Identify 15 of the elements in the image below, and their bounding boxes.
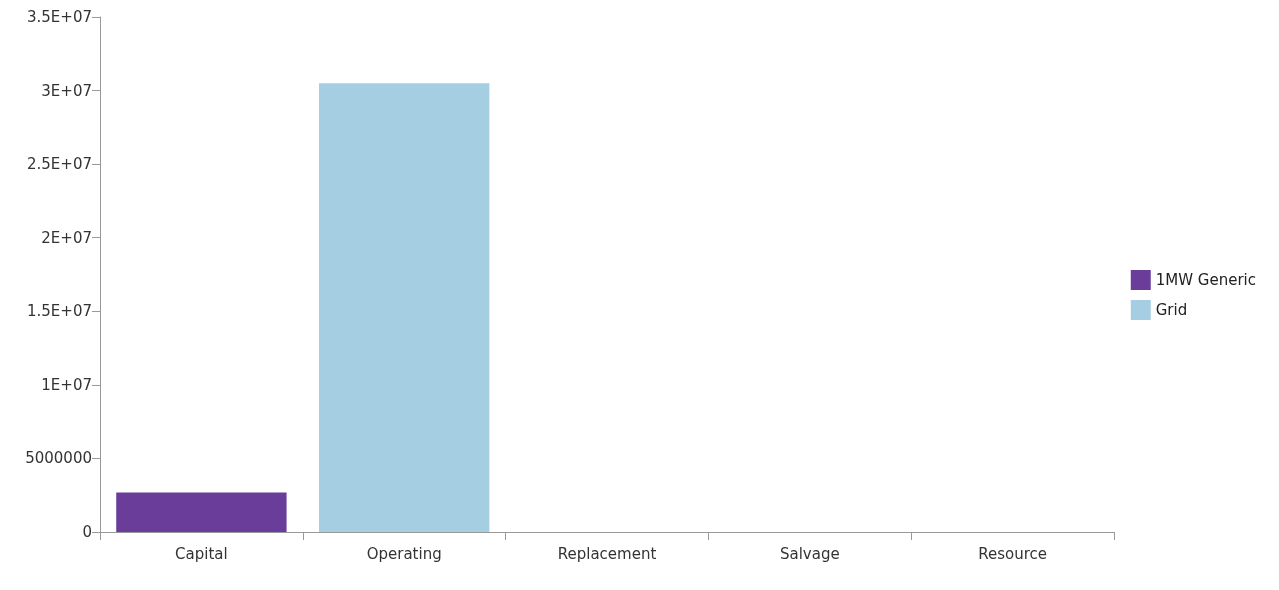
legend-label: 1MW Generic (1155, 271, 1257, 289)
x-tick-label: Replacement (557, 544, 657, 563)
y-tick-label: 1E+07 (41, 375, 92, 394)
y-tick-label: 1.5E+07 (27, 302, 92, 321)
legend-label: Grid (1155, 301, 1188, 319)
x-tick-label: Salvage (779, 544, 840, 563)
y-tick-label: 2E+07 (41, 228, 92, 247)
y-tick-label: 2.5E+07 (27, 155, 92, 174)
x-tick-label: Resource (978, 544, 1047, 563)
y-tick-label: 5000000 (25, 449, 92, 468)
x-tick-label: Operating (366, 544, 442, 563)
x-tick-label: Capital (175, 544, 228, 563)
y-tick-label: 3.5E+07 (27, 8, 92, 26)
y-tick-label: 3E+07 (41, 81, 92, 100)
y-tick-label: 0 (82, 523, 92, 541)
